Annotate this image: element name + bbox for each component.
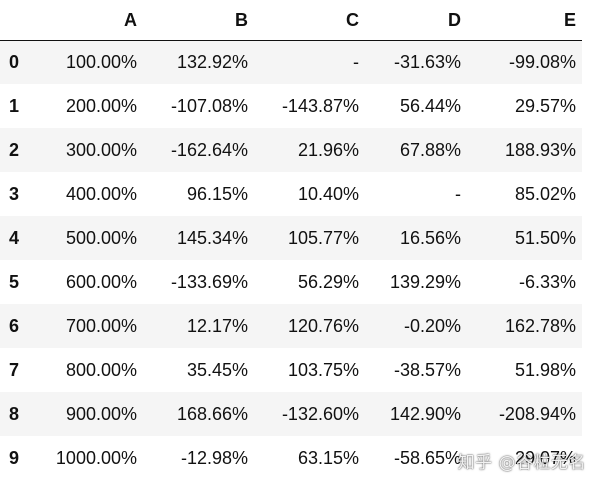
- table-cell-d: -: [455, 184, 461, 204]
- column-header-b: B: [143, 0, 254, 41]
- column-header-e: E: [467, 0, 582, 41]
- table-cell-e: -208.94%: [498, 404, 576, 424]
- table-cell-e: -99.08%: [508, 52, 576, 73]
- table-row: 2 300.00% -162.64% 21.96% 67.88% 188.93%: [0, 128, 582, 172]
- row-index-cell: 6: [9, 316, 20, 336]
- table-row: 6 700.00% 12.17% 120.76% -0.20% 162.78%: [0, 304, 582, 348]
- table-cell-d: -31.63%: [393, 52, 461, 73]
- table-cell-a: 1000.00%: [55, 448, 137, 468]
- table-cell-c: -143.87%: [281, 96, 359, 116]
- table-cell-c: 103.75%: [287, 360, 359, 380]
- table-cell-b: -133.69%: [170, 272, 248, 292]
- table-cell-d: 67.88%: [399, 140, 461, 160]
- table-cell-e: 29.07%: [514, 448, 576, 468]
- table-cell-e: 85.02%: [514, 184, 576, 204]
- table-cell-b: 145.34%: [176, 228, 248, 248]
- table-cell-d: -58.65%: [393, 448, 461, 468]
- table-cell-b: -107.08%: [170, 96, 248, 116]
- table-cell-e: 51.50%: [514, 228, 576, 248]
- row-index-cell: 9: [9, 448, 20, 468]
- table-row: 5 600.00% -133.69% 56.29% 139.29% -6.33%: [0, 260, 582, 304]
- table-cell-a: 300.00%: [65, 140, 137, 160]
- row-index-cell: 8: [9, 404, 20, 424]
- row-index-cell: 2: [9, 140, 20, 160]
- table-cell-d: 139.29%: [389, 272, 461, 292]
- table-cell-a: 700.00%: [65, 316, 137, 336]
- table-cell-a: 600.00%: [65, 272, 137, 292]
- table-row: 0 100.00% 132.92% - -31.63% -99.08%: [0, 40, 582, 84]
- table-cell-c: -132.60%: [281, 404, 359, 424]
- row-index-cell: 7: [9, 360, 20, 380]
- table-cell-c: 105.77%: [287, 228, 359, 248]
- table-cell-c: 21.96%: [297, 140, 359, 160]
- table-cell-a: 800.00%: [65, 360, 137, 380]
- table-cell-e: 29.57%: [514, 96, 576, 116]
- table-cell-a: 200.00%: [65, 96, 137, 116]
- table-cell-b: 35.45%: [186, 360, 248, 380]
- table-cell-d: 56.44%: [399, 96, 461, 116]
- column-header-c: C: [254, 0, 365, 41]
- index-header-cell: [0, 0, 30, 41]
- table-cell-b: 96.15%: [186, 184, 248, 204]
- table-row: 8 900.00% 168.66% -132.60% 142.90% -208.94%: [0, 392, 582, 436]
- table-row: 4 500.00% 145.34% 105.77% 16.56% 51.50%: [0, 216, 582, 260]
- table-cell-d: 142.90%: [389, 404, 461, 424]
- table-row: 3 400.00% 96.15% 10.40% - 85.02%: [0, 172, 582, 216]
- table-cell-b: -162.64%: [170, 140, 248, 160]
- row-index-cell: 4: [9, 228, 20, 248]
- table-cell-c: 63.15%: [297, 448, 359, 468]
- header-row: A B C D E: [0, 0, 582, 41]
- column-header-d: D: [365, 0, 467, 41]
- table-body: 0 100.00% 132.92% - -31.63% -99.08% 1 200.00% -1…: [0, 40, 582, 480]
- row-index-cell: 3: [9, 184, 20, 204]
- table-cell-c: 120.76%: [287, 316, 359, 336]
- table-cell-a: 400.00%: [65, 184, 137, 204]
- table-cell-e: 188.93%: [504, 140, 576, 160]
- row-index-cell: 1: [9, 96, 20, 116]
- column-header-a: A: [30, 0, 143, 41]
- table-row: 9 1000.00% -12.98% 63.15% -58.65% 29.07%: [0, 436, 582, 480]
- table-cell-c: 10.40%: [297, 184, 359, 204]
- table-cell-a: 100.00%: [65, 52, 137, 73]
- table-cell-c: -: [353, 52, 359, 73]
- table-cell-a: 900.00%: [65, 404, 137, 424]
- table-cell-c: 56.29%: [297, 272, 359, 292]
- table-cell-e: 162.78%: [504, 316, 576, 336]
- table-cell-e: 51.98%: [514, 360, 576, 380]
- table-row: 1 200.00% -107.08% -143.87% 56.44% 29.57%: [0, 84, 582, 128]
- table-cell-d: -0.20%: [403, 316, 461, 336]
- row-index-cell: 0: [9, 52, 20, 73]
- styled-dataframe-table: A B C D E 0 100.00% 132.92% - -31.63% -99.08%…: [0, 0, 582, 480]
- table-header: A B C D E: [0, 0, 582, 41]
- table-cell-d: 16.56%: [399, 228, 461, 248]
- table-cell-b: 12.17%: [186, 316, 248, 336]
- table-cell-e: -6.33%: [518, 272, 576, 292]
- table-cell-b: -12.98%: [180, 448, 248, 468]
- row-index-cell: 5: [9, 272, 20, 292]
- table-row: 7 800.00% 35.45% 103.75% -38.57% 51.98%: [0, 348, 582, 392]
- table-cell-b: 168.66%: [176, 404, 248, 424]
- table-cell-a: 500.00%: [65, 228, 137, 248]
- table-cell-d: -38.57%: [393, 360, 461, 380]
- table-cell-b: 132.92%: [176, 52, 248, 73]
